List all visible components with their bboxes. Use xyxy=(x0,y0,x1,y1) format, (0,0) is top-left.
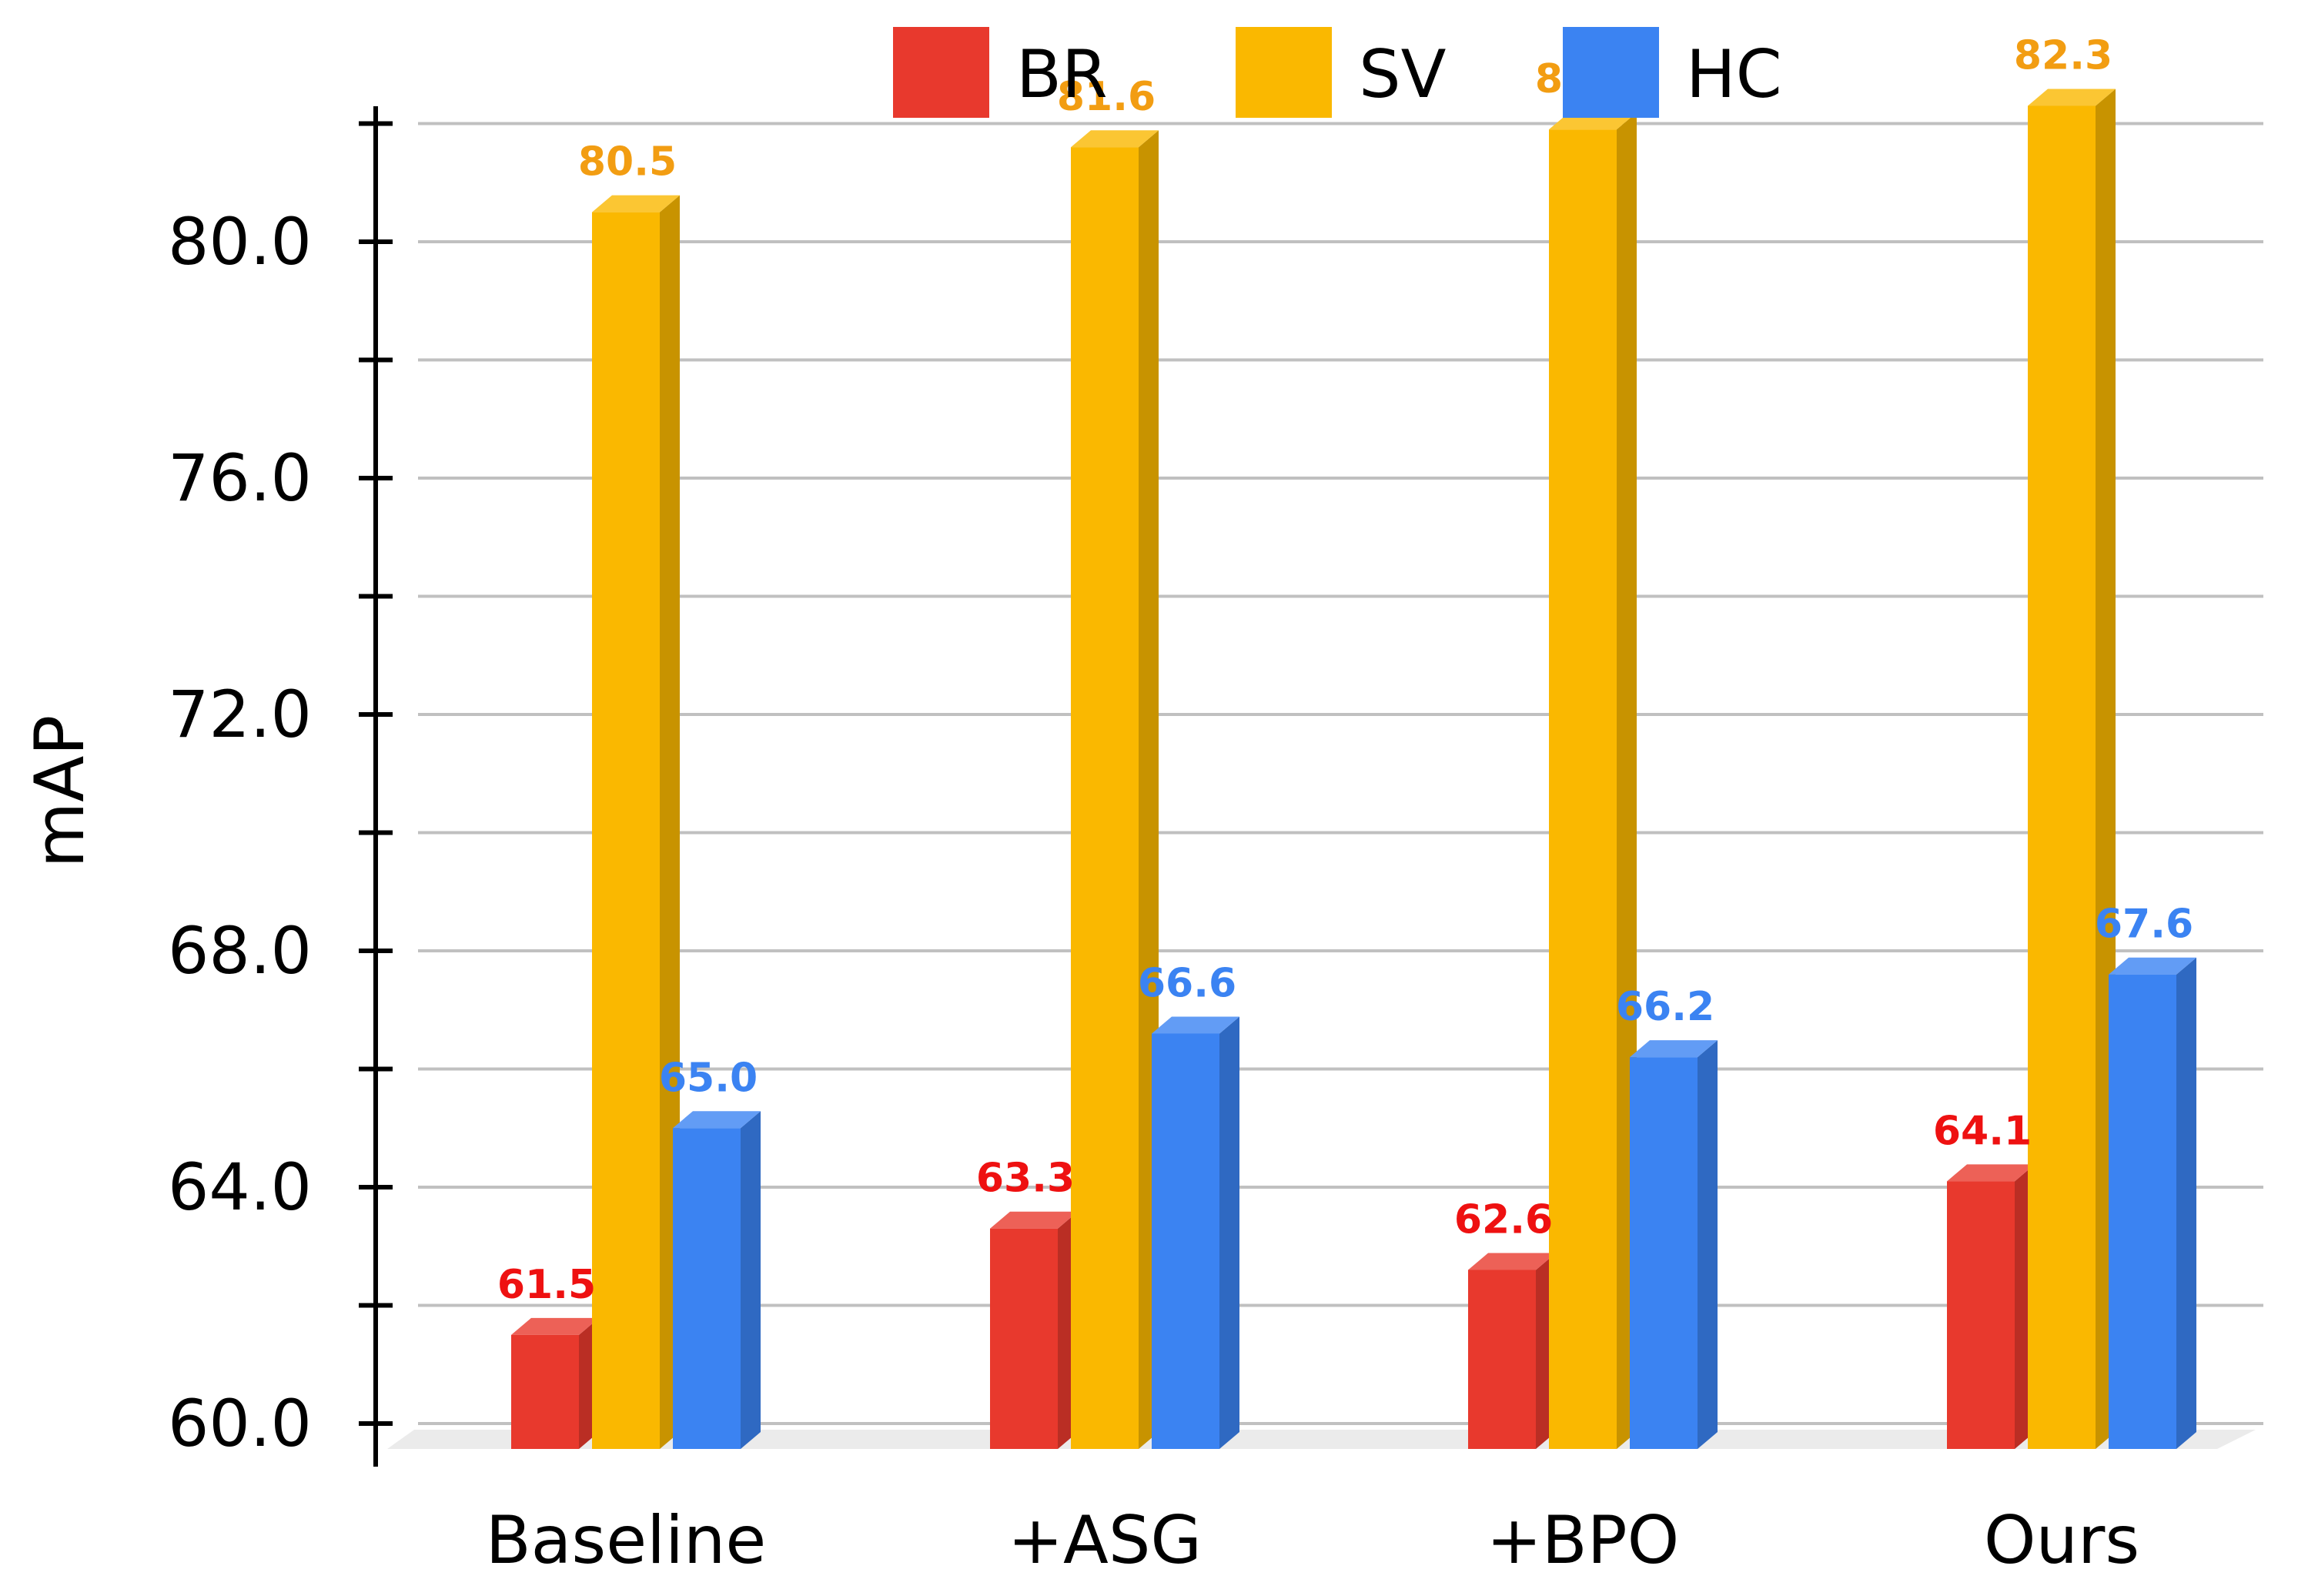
bar-front xyxy=(1152,1033,1219,1449)
bar-front xyxy=(592,212,660,1449)
bar-top xyxy=(592,195,680,212)
data-label: 63.3 xyxy=(976,1156,1075,1202)
legend-swatch xyxy=(1563,27,1659,118)
data-label: 62.6 xyxy=(1454,1196,1553,1243)
bar-top xyxy=(673,1111,761,1129)
legend-label: HC xyxy=(1686,36,1782,113)
bar-top xyxy=(2028,89,2116,106)
data-label: 65.0 xyxy=(659,1055,758,1101)
bar-front xyxy=(990,1228,1058,1449)
bar-sv-bpo xyxy=(1549,112,1637,1449)
bar-top xyxy=(1947,1164,2035,1182)
data-labels: 61.563.362.664.180.581.681.982.365.066.6… xyxy=(497,32,2193,1307)
bar-hc-baseline xyxy=(673,1111,761,1449)
x-tick-label: +ASG xyxy=(1008,1502,1202,1579)
y-tick-label: 60.0 xyxy=(168,1386,312,1461)
data-label: 61.5 xyxy=(497,1262,596,1308)
data-label: 67.6 xyxy=(2095,902,2193,948)
bar-front xyxy=(1630,1057,1698,1449)
bar-hc-asg xyxy=(1152,1016,1239,1449)
legend-swatch xyxy=(893,27,989,118)
legend-label: BR xyxy=(1016,36,1108,113)
bar-br-baseline xyxy=(511,1317,599,1449)
floor-plane xyxy=(387,1430,2256,1449)
bar-front xyxy=(1947,1181,2015,1449)
bar-front xyxy=(673,1128,741,1449)
legend-item-hc: HC xyxy=(1563,27,1782,118)
y-tick-label: 80.0 xyxy=(168,204,312,279)
y-tick-label: 72.0 xyxy=(168,677,312,752)
data-label: 80.5 xyxy=(578,139,677,186)
bar-br-asg xyxy=(990,1211,1078,1449)
bar-hc-ours xyxy=(2109,957,2196,1449)
legend-label: SV xyxy=(1359,36,1447,113)
bar-side xyxy=(1219,1016,1239,1449)
bar-front xyxy=(2028,105,2096,1450)
data-label: 81.6 xyxy=(1057,74,1156,120)
bar-top xyxy=(990,1211,1078,1229)
bar-sv-baseline xyxy=(592,195,680,1449)
bar-br-ours xyxy=(1947,1164,2035,1449)
y-tick-label: 76.0 xyxy=(168,440,312,516)
data-label: 66.2 xyxy=(1616,984,1714,1030)
data-label: 82.3 xyxy=(2014,32,2112,79)
bar-sv-ours xyxy=(2028,89,2116,1450)
y-tick-label: 68.0 xyxy=(168,913,312,989)
bar-side xyxy=(2176,957,2196,1449)
bars xyxy=(511,89,2196,1450)
legend-swatch xyxy=(1236,27,1332,118)
bar-side xyxy=(741,1111,761,1449)
legend-item-sv: SV xyxy=(1236,27,1447,118)
x-tick-label: Baseline xyxy=(486,1502,767,1579)
y-axis: 60.0 64.0 68.0 72.0 76.0 80.0 xyxy=(168,106,393,1467)
bar-br-bpo xyxy=(1468,1253,1556,1449)
data-label: 64.1 xyxy=(1933,1108,2032,1154)
legend-item-br: BR xyxy=(893,27,1108,118)
bar-front xyxy=(1549,129,1617,1449)
bar-side xyxy=(1698,1040,1718,1449)
y-tick-label: 64.0 xyxy=(168,1149,312,1225)
bar-top xyxy=(2109,957,2196,975)
bar-front xyxy=(2109,974,2176,1449)
bar-top xyxy=(1468,1253,1556,1270)
data-label: 66.6 xyxy=(1138,960,1236,1006)
bar-top xyxy=(1630,1040,1718,1058)
chart-floor xyxy=(387,1430,2256,1449)
bar-top xyxy=(1071,130,1159,148)
x-tick-label: Ours xyxy=(1984,1502,2139,1579)
x-tick-label: +BPO xyxy=(1487,1502,1680,1579)
bar-top xyxy=(511,1317,599,1335)
bar-sv-asg xyxy=(1071,130,1159,1450)
bar-front xyxy=(1071,147,1139,1450)
legend: BR SV HC xyxy=(893,27,1782,118)
y-axis-title: mAP xyxy=(20,715,99,868)
bar-front xyxy=(1468,1270,1536,1449)
x-tick-labels: Baseline +ASG +BPO Ours xyxy=(486,1502,2140,1579)
bar-top xyxy=(1152,1016,1239,1034)
bar-hc-bpo xyxy=(1630,1040,1718,1449)
bar-front xyxy=(511,1334,579,1449)
